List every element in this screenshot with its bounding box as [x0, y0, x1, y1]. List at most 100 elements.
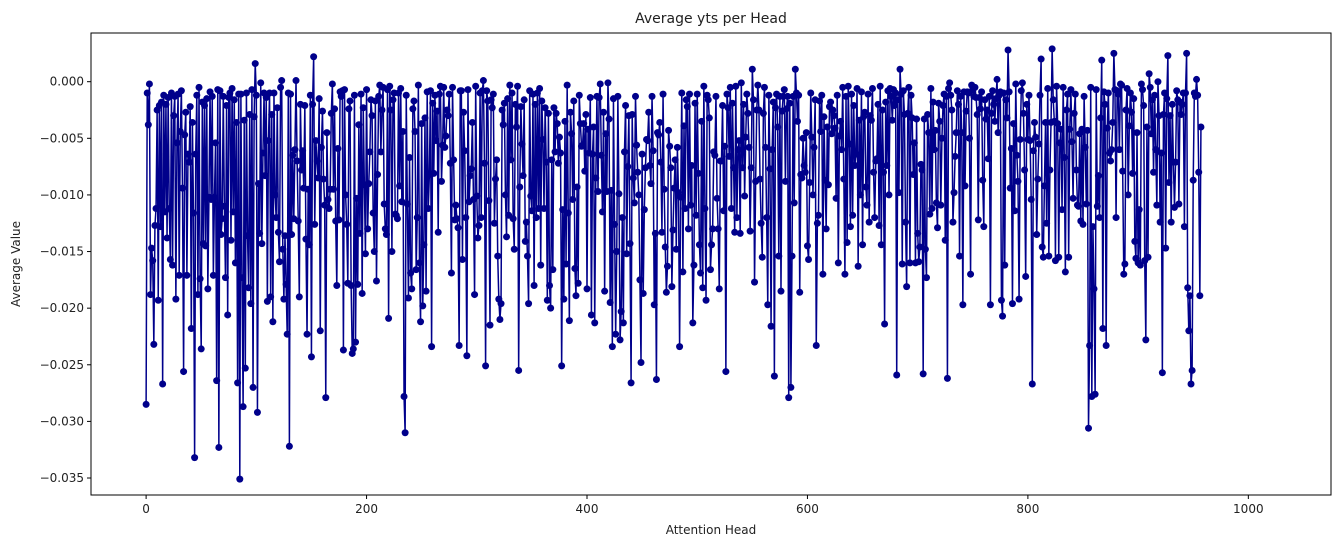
data-point: [520, 96, 528, 104]
data-point: [907, 91, 915, 99]
data-point: [204, 285, 212, 293]
data-point: [196, 275, 204, 283]
data-point: [816, 97, 824, 105]
data-point: [601, 287, 609, 295]
data-point: [402, 91, 410, 99]
chart-title: Average yts per Head: [635, 11, 787, 27]
data-point: [954, 100, 962, 108]
data-point: [1045, 252, 1053, 260]
data-point: [903, 283, 911, 291]
data-point: [1104, 89, 1112, 97]
data-point: [902, 218, 910, 226]
data-point: [236, 475, 244, 483]
data-point: [166, 255, 174, 263]
data-point: [931, 126, 939, 134]
data-point: [617, 308, 625, 316]
data-point: [548, 156, 556, 164]
data-point: [635, 191, 643, 199]
data-point: [842, 92, 850, 100]
data-point: [359, 104, 367, 112]
x-tick-label: 600: [796, 502, 819, 516]
data-point: [475, 222, 483, 229]
data-point: [447, 269, 455, 277]
data-point: [611, 220, 619, 228]
data-point: [1014, 177, 1022, 185]
data-point: [830, 112, 838, 120]
data-point: [647, 180, 655, 188]
data-point: [490, 219, 498, 227]
data-point: [899, 87, 907, 95]
data-point: [613, 248, 621, 256]
data-point: [559, 206, 567, 214]
data-point: [743, 90, 751, 98]
data-point: [904, 109, 912, 117]
data-point: [302, 235, 310, 243]
data-point: [871, 214, 879, 222]
data-point: [948, 106, 956, 114]
data-point: [440, 83, 448, 91]
data-point: [251, 60, 259, 68]
data-point: [364, 225, 372, 233]
data-point: [1109, 118, 1117, 126]
data-point: [637, 359, 645, 367]
data-point: [663, 262, 671, 270]
data-point: [639, 289, 647, 297]
data-point: [777, 287, 785, 295]
data-point: [838, 146, 846, 154]
data-point: [834, 259, 842, 267]
data-point: [322, 394, 330, 402]
data-point: [1186, 292, 1194, 300]
data-point: [539, 135, 547, 143]
data-point: [288, 231, 296, 239]
data-point: [746, 227, 754, 235]
data-point: [528, 207, 536, 215]
data-point: [1065, 253, 1073, 261]
data-point: [1040, 182, 1048, 190]
data-point: [283, 330, 291, 338]
data-point: [598, 208, 606, 216]
data-point: [571, 265, 579, 273]
data-point: [681, 205, 689, 213]
data-point: [156, 223, 164, 231]
data-point: [429, 99, 437, 107]
data-point: [592, 174, 600, 182]
data-point: [1048, 45, 1056, 53]
data-point: [252, 91, 260, 99]
data-point: [572, 292, 580, 300]
data-point: [489, 90, 497, 98]
data-point: [183, 271, 191, 279]
data-point: [657, 158, 665, 166]
data-point: [1008, 300, 1016, 308]
data-point: [273, 104, 281, 112]
data-point: [259, 149, 267, 157]
data-point: [418, 120, 426, 128]
data-point: [370, 248, 378, 256]
data-point: [628, 111, 636, 119]
data-point: [438, 177, 446, 185]
data-point: [1066, 125, 1074, 133]
data-point: [339, 346, 347, 354]
data-point: [1092, 86, 1100, 94]
data-point: [144, 121, 152, 129]
data-point: [1093, 202, 1101, 210]
data-point: [666, 142, 674, 150]
data-point: [1154, 78, 1162, 86]
data-point: [1110, 49, 1118, 57]
data-point: [580, 120, 588, 128]
data-point: [441, 143, 449, 151]
data-point: [270, 89, 278, 97]
data-point: [410, 97, 418, 105]
data-point: [754, 81, 762, 89]
data-point: [483, 87, 491, 95]
data-point: [272, 214, 280, 222]
data-point: [596, 80, 604, 88]
data-point: [659, 90, 667, 98]
data-point: [672, 245, 680, 253]
data-point: [976, 105, 984, 113]
data-point: [725, 152, 733, 160]
data-point: [1087, 83, 1095, 91]
data-point: [763, 214, 771, 222]
data-point: [435, 90, 443, 98]
data-point: [633, 141, 641, 149]
data-point: [634, 168, 642, 176]
